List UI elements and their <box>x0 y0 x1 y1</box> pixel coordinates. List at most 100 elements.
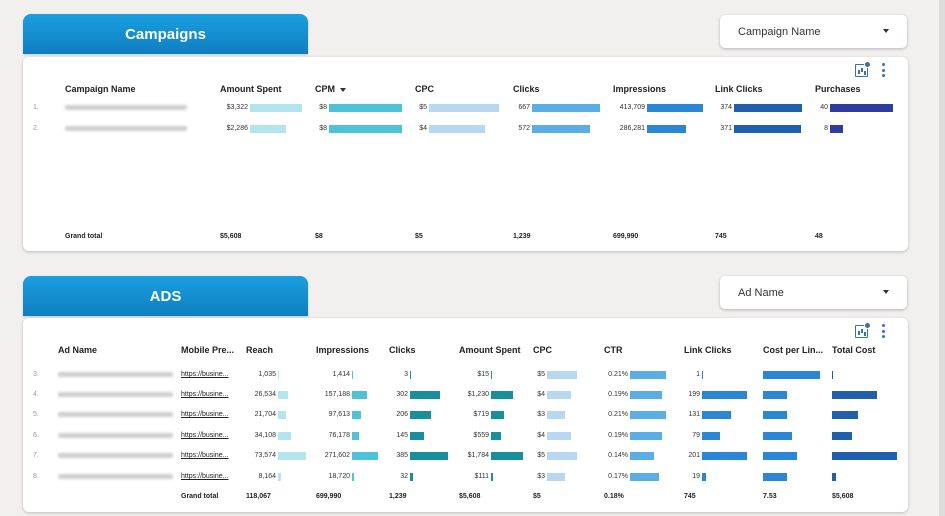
cell-impressions: 76,178 <box>328 432 350 439</box>
column-header[interactable]: CPC <box>415 84 435 94</box>
bar-cpc <box>547 371 577 379</box>
cell-reach: 26,534 <box>254 391 276 398</box>
column-header[interactable]: Cost per Lin... <box>763 345 824 355</box>
column-header[interactable]: Reach <box>246 345 274 355</box>
grand-total-clicks: 1,239 <box>513 233 531 240</box>
ad-name-filter[interactable]: Ad Name <box>720 276 907 309</box>
cell-clicks: 145 <box>396 432 408 439</box>
cell-clicks: 572 <box>518 125 530 132</box>
ad-name-blurred[interactable] <box>58 433 173 438</box>
campaigns-section-title: Campaigns <box>23 14 308 54</box>
bar-amount <box>491 411 504 419</box>
column-header[interactable]: Amount Spent <box>459 345 521 355</box>
grand-total-cpc: $5 <box>415 233 423 240</box>
bar-total_cost <box>832 473 836 481</box>
cell-ctr: 0.21% <box>608 371 628 378</box>
chart-settings-icon[interactable] <box>855 60 871 77</box>
bar-reach <box>278 411 287 419</box>
cell-cpc: $4 <box>537 432 545 439</box>
cell-amount: $111 <box>474 473 489 480</box>
bar-amount <box>250 104 302 112</box>
grand-total-link_clicks: 745 <box>684 493 696 500</box>
ad-name-blurred[interactable] <box>58 412 173 417</box>
campaign-name-filter[interactable]: Campaign Name <box>720 15 907 48</box>
cell-clicks: 206 <box>396 411 408 418</box>
bar-ctr <box>630 452 655 460</box>
chart-settings-icon[interactable] <box>855 321 871 338</box>
ad-name-blurred[interactable] <box>58 372 173 377</box>
grand-total-ctr: 0.18% <box>604 493 624 500</box>
bar-ctr <box>630 473 660 481</box>
cell-amount: $719 <box>473 411 489 418</box>
cell-clicks: 302 <box>396 391 408 398</box>
cell-impressions: 157,188 <box>324 391 350 398</box>
bar-impressions <box>352 432 360 440</box>
cell-reach: 73,574 <box>254 452 276 459</box>
bar-cpc <box>547 452 577 460</box>
more-vert-icon[interactable] <box>882 324 886 338</box>
column-header[interactable]: Clicks <box>389 345 416 355</box>
ad-name-blurred[interactable] <box>58 474 173 479</box>
cell-link_clicks: 19 <box>692 473 700 480</box>
more-vert-icon[interactable] <box>882 63 886 77</box>
cell-cpc: $3 <box>537 473 545 480</box>
bar-cost_per_link <box>763 411 787 419</box>
mobile-preview-link[interactable]: https://busine... <box>181 371 229 378</box>
column-header[interactable]: Clicks <box>513 84 540 94</box>
cell-purchases: 40 <box>820 104 828 111</box>
column-header[interactable]: Purchases <box>815 84 861 94</box>
cell-reach: 21,704 <box>254 411 276 418</box>
campaign-name-filter-label: Campaign Name <box>738 25 821 38</box>
bar-cost_per_link <box>763 432 792 440</box>
mobile-preview-link[interactable]: https://busine... <box>181 452 229 459</box>
column-header[interactable]: Mobile Pre... <box>181 345 235 355</box>
column-header[interactable]: CPC <box>533 345 553 355</box>
dropdown-caret-icon <box>883 290 889 294</box>
grand-total-label: Grand total <box>65 233 103 240</box>
bar-link_clicks <box>702 452 747 460</box>
bar-cost_per_link <box>763 371 820 379</box>
bar-amount <box>491 452 523 460</box>
cell-impressions: 286,281 <box>619 125 645 132</box>
column-header[interactable]: Impressions <box>316 345 370 355</box>
mobile-preview-link[interactable]: https://busine... <box>181 411 229 418</box>
mobile-preview-link[interactable]: https://busine... <box>181 391 229 398</box>
grand-total-amount: $5,608 <box>459 493 481 500</box>
column-header[interactable]: Campaign Name <box>65 84 136 94</box>
campaign-name-blurred[interactable] <box>65 126 187 131</box>
campaign-name-blurred[interactable] <box>65 105 187 110</box>
column-header[interactable]: Link Clicks <box>684 345 732 355</box>
bar-ctr <box>630 391 663 399</box>
ad-name-blurred[interactable] <box>58 392 173 397</box>
grand-total-amount: $5,608 <box>220 233 242 240</box>
column-header[interactable]: Total Cost <box>832 345 876 355</box>
column-header[interactable]: CPM <box>315 84 346 94</box>
cell-cpc: $3 <box>537 411 545 418</box>
column-header[interactable]: Ad Name <box>58 345 98 355</box>
column-header[interactable]: Amount Spent <box>220 84 282 94</box>
bar-reach <box>278 432 291 440</box>
bar-clicks <box>410 452 448 460</box>
scrollbar[interactable] <box>939 0 945 516</box>
cell-clicks: 3 <box>404 371 408 378</box>
bar-clicks <box>410 473 414 481</box>
cell-link_clicks: 371 <box>720 125 732 132</box>
bar-total_cost <box>832 391 877 399</box>
sort-desc-icon[interactable] <box>340 87 346 92</box>
cell-impressions: 97,613 <box>328 411 350 418</box>
bar-link_clicks <box>702 473 707 481</box>
bar-clicks <box>532 104 600 112</box>
column-header[interactable]: CTR <box>604 345 623 355</box>
ad-name-blurred[interactable] <box>58 453 173 458</box>
bar-purchases <box>830 104 893 112</box>
cell-impressions: 271,602 <box>324 452 350 459</box>
column-header[interactable]: Impressions <box>613 84 667 94</box>
bar-impressions <box>352 371 353 379</box>
cell-amount: $1,784 <box>467 452 489 459</box>
row-index: 6. <box>33 432 39 439</box>
cell-link_clicks: 374 <box>720 104 732 111</box>
column-header[interactable]: Link Clicks <box>715 84 763 94</box>
mobile-preview-link[interactable]: https://busine... <box>181 432 229 439</box>
bar-cpc <box>547 432 571 440</box>
mobile-preview-link[interactable]: https://busine... <box>181 473 229 480</box>
